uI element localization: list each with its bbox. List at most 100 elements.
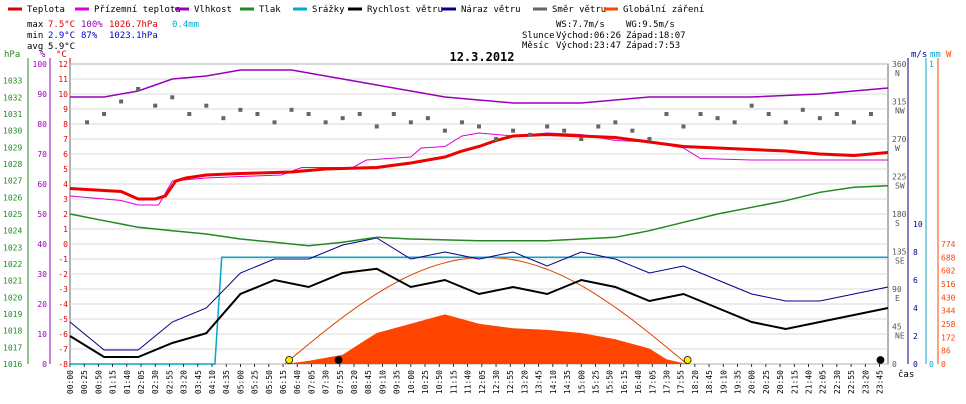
wind-tick: 0 [913,360,918,369]
x-tick-label: 06:40 [293,370,302,394]
x-tick-label: 15:50 [606,370,615,394]
x-tick-label: 17:30 [662,370,671,394]
wind-direction-point [408,120,413,125]
x-tick-label: 17:05 [648,370,657,394]
direction-tick: 135 [892,248,907,257]
temperature-tick: -4 [58,300,68,309]
wind-direction-point [306,112,311,116]
x-tick-label: 14:35 [563,370,572,394]
humidity-tick: 40 [37,240,47,249]
x-tick-label: 23:45 [875,370,884,394]
direction-label: S [895,219,900,228]
humidity-tick: 50 [37,210,47,219]
direction-tick: 270 [892,135,907,144]
temperature-tick: -2 [58,270,68,279]
x-tick-label: 01:15 [109,370,118,394]
x-tick-label: 07:55 [336,370,345,394]
x-tick-label: 00:50 [94,370,103,394]
wind-direction-point [136,87,141,91]
radiation-tick: 774 [941,240,956,249]
x-tick-label: 12:55 [506,370,515,394]
direction-label: NE [895,332,905,341]
x-tick-label: 12:05 [478,370,487,394]
wind-direction-point [834,112,839,116]
wind-direction-point [783,120,788,125]
x-tick-label: 18:20 [691,370,700,394]
wind-direction-point [630,128,635,133]
temperature-tick: 3 [63,195,68,204]
sun-rise: Východ:06:26 [556,31,621,41]
x-tick-label: 21:15 [790,370,799,394]
humidity-tick: 10 [37,330,47,339]
humidity-tick: 70 [37,150,47,159]
wind-direction-point [596,124,601,129]
x-tick-label: 11:15 [449,370,458,394]
x-tick-label: 05:50 [265,370,274,394]
x-tick-label: 05:25 [251,370,260,394]
stat-min-hum: 87% [81,31,98,41]
stat-max-press: 1026.7hPa [109,20,158,30]
moon-rise: Východ:23:47 [556,41,621,51]
x-tick-label: 23:20 [861,370,870,394]
rain-tick: 1 [929,60,934,69]
direction-label: SW [895,182,905,191]
direction-label: E [895,294,900,303]
wind-direction-point [238,107,243,112]
wind-tick: 6 [913,276,918,285]
temperature-tick: -6 [58,330,68,339]
x-tick-label: 15:25 [591,370,600,394]
sun-label: Slunce [522,31,555,41]
x-tick-label: 19:10 [719,370,728,394]
x-tick-label: 03:45 [194,370,203,394]
radiation-tick: 688 [941,253,956,262]
pressure-tick: 1032 [3,93,22,102]
sunset-marker [683,356,692,364]
radiation-tick: 172 [941,333,956,342]
pressure-tick: 1030 [3,127,22,136]
temperature-tick: -3 [58,285,68,294]
wind-direction-point [204,103,209,108]
wind-direction-point [374,124,379,129]
x-tick-label: 02:55 [165,370,174,394]
humidity-tick: 100 [33,60,48,69]
x-tick-label: 11:40 [464,370,473,394]
legend-item-label: Přízemní teplota [94,5,181,15]
wind-direction-point [340,116,345,121]
stat-avg-label: avg [27,42,43,52]
x-tick-label: 13:20 [520,370,529,394]
wind-direction-point [255,112,260,116]
wind-direction-point [817,116,822,121]
wind-direction-point [477,124,481,129]
pressure-tick: 1016 [3,360,22,369]
sun-moon-block: WS:7.7m/s WG:9.5m/s Slunce Východ:06:26 … [522,20,686,51]
radiation-axis-label: W [946,50,952,60]
temperature-tick: 7 [63,135,68,144]
humidity-tick: 60 [37,180,47,189]
pressure-tick: 1017 [3,343,22,352]
chart-title: 12.3.2012 [449,50,514,64]
pressure-tick: 1024 [3,227,22,236]
direction-label: W [895,144,900,153]
temperature-tick: 5 [63,165,68,174]
x-tick-label: 18:45 [705,370,714,394]
humidity-axis-label: % [40,50,46,60]
wind-gust-line [69,237,889,351]
radiation-tick: 258 [941,320,956,329]
wind-direction-point [545,124,550,129]
humidity-tick: 90 [37,90,47,99]
x-tick-label: 14:10 [549,370,558,394]
pressure-tick: 1025 [3,210,22,219]
wind-direction-point [459,120,464,125]
wind-axis-label: m/s [911,50,927,60]
humidity-line [70,69,889,104]
wind-direction-point [698,112,703,116]
wind-tick: 10 [913,220,923,229]
direction-label: SE [895,257,905,266]
x-tick-label: 04:10 [208,370,217,394]
rain-tick: 0 [929,360,934,369]
plot-area [69,63,889,365]
axis-ticks: 1033103210311030102910281027102610251024… [3,58,956,369]
wind-direction-point [221,116,226,121]
wind-direction-point [357,112,362,116]
wind-direction-point [664,112,669,116]
